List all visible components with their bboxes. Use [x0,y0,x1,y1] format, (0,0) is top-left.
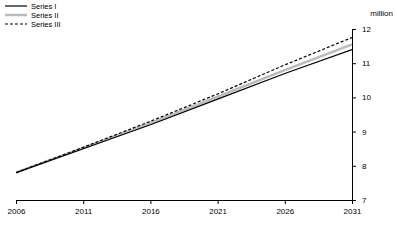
y-tick-label: 12 [362,25,371,34]
y-tick-label: 10 [362,93,371,102]
series-line [16,44,352,172]
y-tick: 9 [352,128,367,137]
y-tick-label: 9 [362,128,367,137]
y-tick: 7 [352,196,367,205]
x-tick: 2011 [75,200,93,216]
x-tick-label: 2021 [209,207,227,216]
y-tick-mark [352,63,356,64]
legend-label: Series I [31,2,56,11]
x-tick-label: 2006 [8,207,26,216]
legend-label: Series II [31,11,59,20]
series-line [16,38,352,173]
legend-swatch [5,23,27,24]
x-tick-mark [83,200,84,204]
y-tick-label: 11 [362,59,371,68]
legend-swatch [5,5,27,6]
series-line [16,50,352,173]
x-tick: 2021 [209,200,227,216]
y-tick-mark [352,200,356,201]
x-tick-label: 2031 [344,207,362,216]
y-tick-mark [352,132,356,133]
x-tick: 2031 [344,200,362,216]
legend-swatch [5,14,27,17]
legend: Series ISeries IISeries III [5,2,61,29]
y-axis: 7 8 9 10 11 12 [352,25,371,205]
x-axis-line [17,201,353,205]
y-tick: 11 [352,59,371,68]
y-tick-mark [352,29,356,30]
y-tick-mark [352,97,356,98]
x-tick: 2006 [8,200,26,216]
y-axis-line [353,30,357,201]
y-tick-label: 8 [362,162,367,171]
y-tick: 8 [352,162,367,171]
x-tick-mark [16,200,17,204]
x-tick-label: 2026 [276,207,294,216]
y-tick-mark [352,166,356,167]
plot-area [16,38,352,173]
x-tick-mark [150,200,151,204]
y-axis-title: million [370,9,393,18]
x-tick: 2026 [276,200,294,216]
y-tick-label: 7 [362,196,367,205]
x-axis: 2006 2011 2016 2021 2026 2031 [8,200,362,216]
legend-label: Series III [31,20,61,29]
x-tick-label: 2016 [142,207,160,216]
chart: 2006 2011 2016 2021 2026 20317 8 9 10 11 12 million… [0,0,397,227]
y-tick: 12 [352,25,371,34]
x-tick-mark [285,200,286,204]
x-tick-label: 2011 [75,207,93,216]
x-tick: 2016 [142,200,160,216]
y-tick: 10 [352,93,371,102]
x-tick-mark [218,200,219,204]
